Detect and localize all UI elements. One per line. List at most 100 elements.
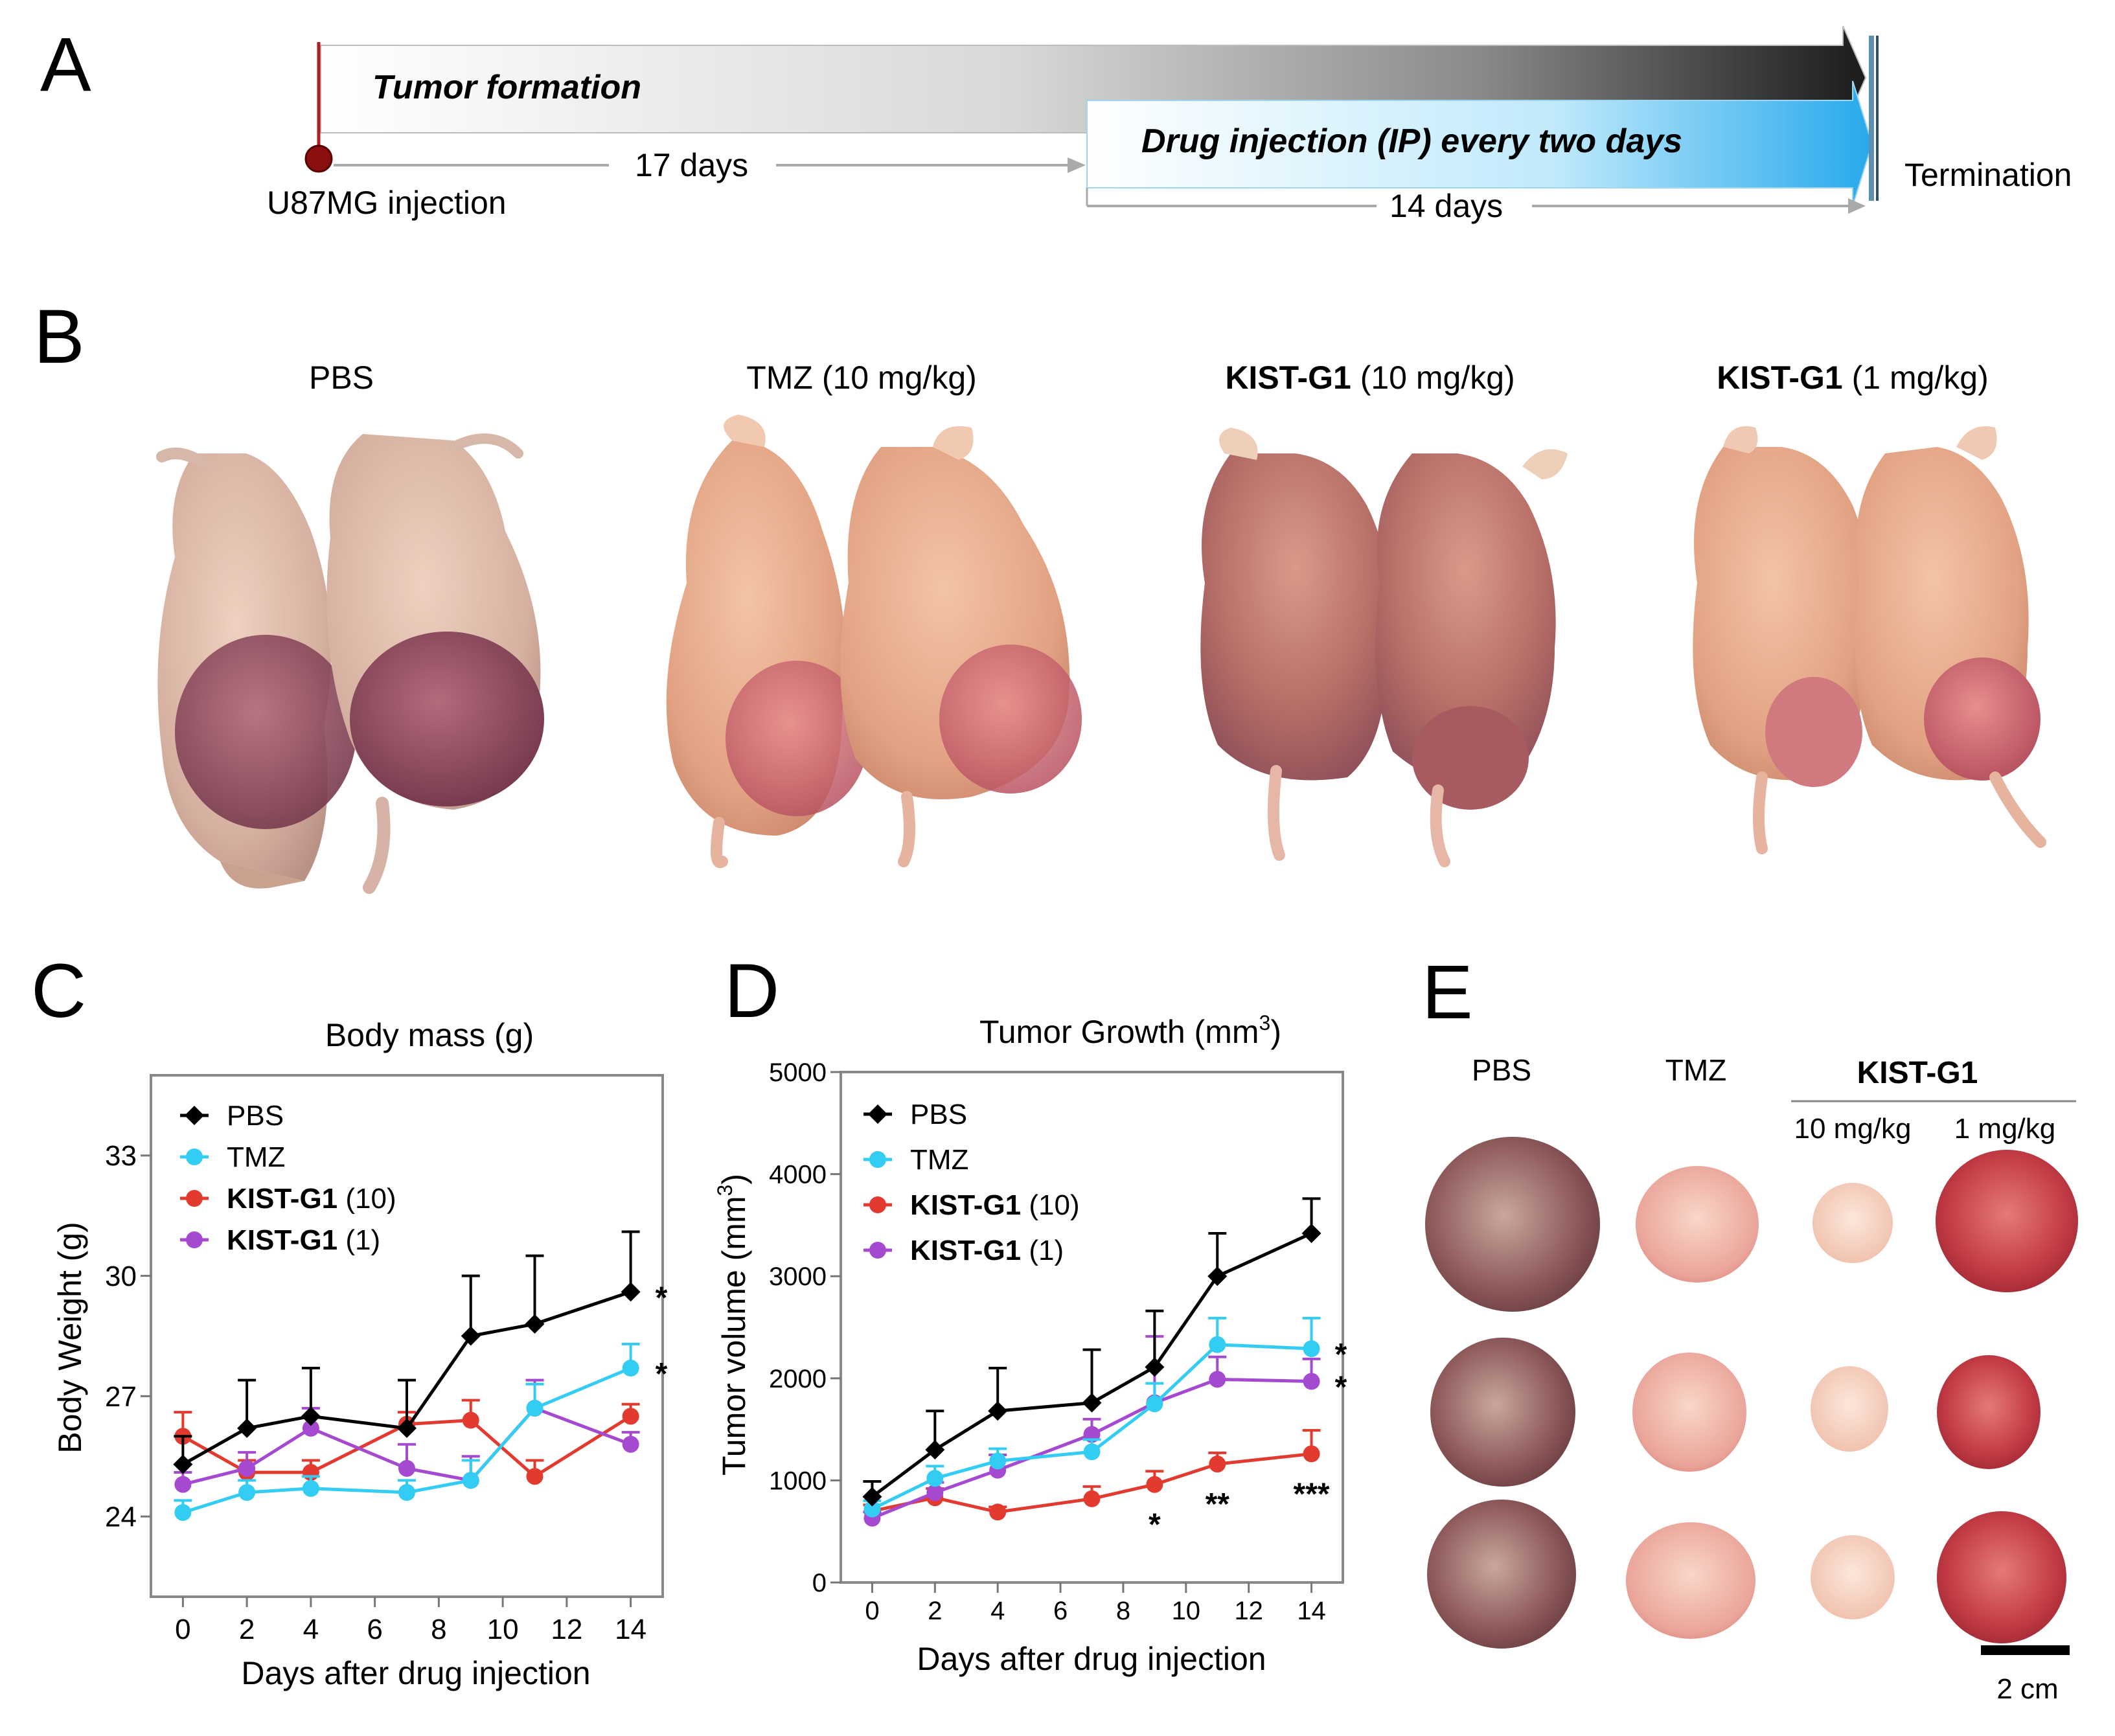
- y-tick-label: 3000: [769, 1262, 827, 1291]
- panel-d: D Tumor Growth (mm3) 0 2 4 6 8 10 12 14 0 1000 200…: [713, 948, 1347, 1677]
- y-tick-label: 33: [105, 1140, 137, 1172]
- panel-a: A Tumor formation Drug injection (IP) ev…: [40, 22, 2072, 224]
- data-point: [526, 1468, 543, 1485]
- legend-label: TMZ: [227, 1141, 285, 1173]
- data-point: [622, 1360, 639, 1377]
- termination-bar: [1869, 36, 1874, 201]
- data-point: [1145, 1357, 1165, 1377]
- data-point: [237, 1418, 257, 1438]
- x-tick-label: 4: [990, 1597, 1005, 1625]
- significance-marker: *: [656, 1281, 668, 1315]
- panel-e: E PBS TMZ KIST-G1 10 mg/kg 1 mg/kg 2 cm: [1422, 950, 2078, 1705]
- legend-label: KIST-G1 (10): [227, 1183, 396, 1215]
- tumor-kist1-2: [1937, 1355, 2041, 1469]
- data-point: [926, 1484, 944, 1502]
- tumor-kist10-3: [1811, 1535, 1895, 1619]
- data-point: [397, 1418, 417, 1438]
- tumor-label-pbs: PBS: [1472, 1053, 1531, 1087]
- drug-injection-arrow: [1086, 80, 1873, 207]
- legend-marker: [869, 1151, 886, 1168]
- chart-d-ylabel: Tumor volume (mm3): [713, 1174, 752, 1476]
- legend-marker: [185, 1106, 204, 1125]
- data-point: [302, 1479, 319, 1497]
- x-tick-label: 10: [1172, 1597, 1201, 1625]
- x-tick-label: 12: [551, 1614, 582, 1645]
- x-tick-label: 10: [487, 1614, 519, 1645]
- tumor-formation-label: Tumor formation: [372, 69, 641, 106]
- panel-c: C Body mass (g) 0 2 4 6 8 10 12 1424273033**PBS…: [31, 948, 668, 1691]
- tumor-kist1-1: [1936, 1150, 2078, 1292]
- data-point: [301, 1406, 321, 1426]
- significance-marker: *: [1149, 1508, 1161, 1542]
- y-tick-label: 24: [105, 1502, 137, 1533]
- data-point: [174, 1476, 192, 1493]
- x-tick-label: 0: [175, 1614, 190, 1645]
- data-point: [989, 1503, 1007, 1521]
- chart-d-xlabel: Days after drug injection: [917, 1641, 1266, 1677]
- chart-d-title: Tumor Growth (mm3): [979, 1011, 1281, 1050]
- tumor-pbs-1: [1425, 1137, 1600, 1312]
- days14-arrowhead-icon: [1848, 198, 1866, 214]
- data-point: [302, 1419, 319, 1437]
- tumor-label-dose-10: 10 mg/kg: [1794, 1113, 1912, 1145]
- data-point: [174, 1503, 192, 1521]
- data-point: [1209, 1371, 1226, 1388]
- panel-letter-a: A: [40, 22, 91, 108]
- data-point: [238, 1459, 256, 1477]
- data-point: [989, 1452, 1007, 1470]
- data-point: [926, 1470, 944, 1487]
- x-tick-label: 2: [928, 1597, 942, 1625]
- mice-photo-tmz: [666, 415, 1082, 869]
- tumor-tmz-1: [1636, 1166, 1759, 1283]
- tumor-label-dose-1: 1 mg/kg: [1954, 1113, 2056, 1145]
- chart-d-frame: [840, 1071, 1344, 1584]
- chart-c-xlabel: Days after drug injection: [241, 1655, 590, 1691]
- x-tick-label: 14: [615, 1614, 646, 1645]
- tumor-tmz-2: [1632, 1353, 1746, 1472]
- significance-marker: *: [656, 1357, 668, 1391]
- data-point: [1083, 1490, 1101, 1507]
- data-point: [863, 1500, 881, 1518]
- data-point: [622, 1408, 639, 1425]
- legend-marker: [186, 1190, 203, 1207]
- data-point: [398, 1484, 415, 1501]
- legend-marker: [868, 1104, 887, 1124]
- legend-label: TMZ: [910, 1144, 968, 1176]
- days14-label: 14 days: [1389, 188, 1503, 224]
- data-point: [1303, 1445, 1320, 1463]
- tumor-tmz-3: [1626, 1522, 1755, 1639]
- y-tick-label: 1000: [769, 1467, 827, 1495]
- data-point: [1303, 1373, 1320, 1390]
- tumor-pbs-2: [1430, 1338, 1575, 1487]
- photo-label-kist-1: KIST-G1 (1 mg/kg): [1717, 360, 1989, 396]
- legend-marker: [869, 1196, 886, 1213]
- photo-label-kist-10: KIST-G1 (10 mg/kg): [1225, 360, 1515, 396]
- u87-injection-label: U87MG injection: [267, 185, 507, 221]
- mice-photo-kist-1: [1693, 426, 2046, 854]
- data-point: [622, 1435, 639, 1453]
- scale-bar: [1981, 1645, 2070, 1655]
- days17-arrowhead-icon: [1068, 157, 1086, 173]
- x-tick-label: 14: [1297, 1597, 1326, 1625]
- panel-letter-d: D: [724, 948, 779, 1034]
- data-point: [173, 1454, 193, 1474]
- x-tick-label: 2: [239, 1614, 255, 1645]
- y-tick-label: 5000: [769, 1058, 827, 1087]
- mice-photo-pbs: [156, 433, 544, 894]
- y-tick-label: 27: [105, 1381, 137, 1413]
- x-tick-label: 4: [303, 1614, 319, 1645]
- data-point: [462, 1411, 479, 1429]
- data-point: [461, 1326, 481, 1346]
- significance-marker: *: [1335, 1338, 1347, 1372]
- panel-letter-e: E: [1422, 950, 1473, 1035]
- legend-marker: [869, 1242, 886, 1259]
- scale-bar-label: 2 cm: [1996, 1673, 2058, 1705]
- significance-marker: **: [1206, 1487, 1230, 1522]
- legend-label: PBS: [227, 1100, 284, 1132]
- y-tick-label: 4000: [769, 1161, 827, 1189]
- legend-label: PBS: [910, 1099, 967, 1130]
- data-point: [1301, 1224, 1321, 1244]
- y-tick-label: 0: [812, 1569, 827, 1597]
- tumor-pbs-3: [1427, 1500, 1576, 1649]
- data-point: [238, 1484, 256, 1501]
